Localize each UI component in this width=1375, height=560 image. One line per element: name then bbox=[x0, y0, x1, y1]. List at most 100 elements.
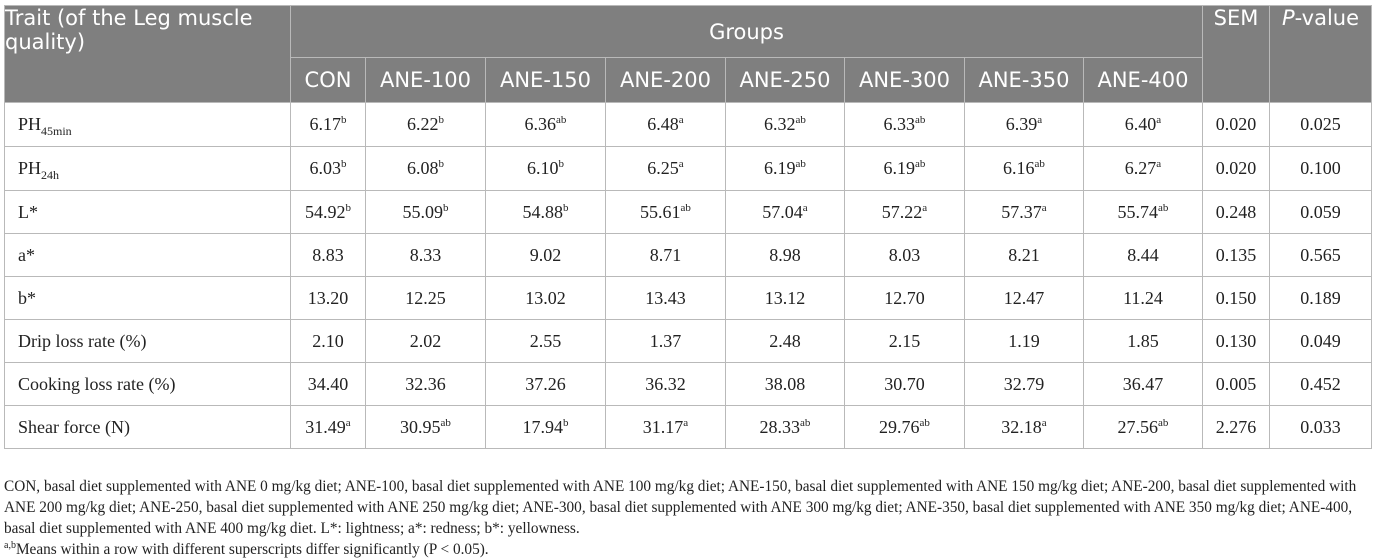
cell-value: 6.36 bbox=[524, 114, 557, 134]
cell-value: 36.32 bbox=[645, 373, 686, 394]
sem-cell: 0.020 bbox=[1202, 102, 1270, 147]
value-cell: 30.95ab bbox=[365, 405, 486, 449]
cell-value: 27.56 bbox=[1117, 416, 1159, 437]
value-cell: 8.21 bbox=[964, 233, 1084, 277]
table-row: PH45min 6.17b 6.22b 6.36ab 6.48a 6.32ab 6.33ab… bbox=[4, 102, 1372, 147]
value-cell: 17.94b bbox=[485, 405, 606, 449]
cell-value: 13.02 bbox=[525, 287, 566, 308]
cell-value: 8.33 bbox=[409, 244, 442, 265]
cell-value: 32.18 bbox=[1001, 416, 1042, 437]
significance-superscript: ab bbox=[919, 416, 930, 429]
superscript-marker: a,b bbox=[4, 540, 16, 551]
value-cell: 12.47 bbox=[964, 276, 1084, 320]
trait-cell: a* bbox=[4, 233, 291, 277]
cell-value: 6.40 bbox=[1124, 114, 1157, 134]
sem-cell: 0.020 bbox=[1202, 146, 1270, 191]
value-cell: 6.08b bbox=[365, 146, 486, 191]
trait-name: Shear force (N) bbox=[18, 416, 130, 437]
p-value-cell: 0.025 bbox=[1269, 102, 1372, 147]
cell-value: 57.37 bbox=[1001, 201, 1042, 222]
cell-value: 8.21 bbox=[1008, 244, 1040, 265]
cell-value: 6.25 bbox=[647, 158, 679, 178]
p-value-cell: 0.049 bbox=[1269, 319, 1372, 363]
value-cell: 54.88b bbox=[485, 190, 606, 234]
value-cell: 2.48 bbox=[725, 319, 845, 363]
value-cell: 2.02 bbox=[365, 319, 486, 363]
value-cell: 6.39a bbox=[964, 102, 1084, 147]
value-cell: 8.44 bbox=[1083, 233, 1203, 277]
value-cell: 8.33 bbox=[365, 233, 486, 277]
cell-value: 55.61 bbox=[640, 201, 681, 222]
cell-value: 12.70 bbox=[884, 287, 925, 308]
value-cell: 36.47 bbox=[1083, 362, 1203, 406]
group-column-header: ANE-350 bbox=[964, 57, 1084, 103]
cell-value: 32.79 bbox=[1003, 373, 1045, 394]
cell-value: 12.47 bbox=[1003, 287, 1045, 308]
data-table: Trait (of the Leg muscle quality) Groups… bbox=[4, 5, 1372, 449]
cell-value: 32.36 bbox=[405, 373, 446, 394]
group-column-header: ANE-400 bbox=[1083, 57, 1203, 103]
cell-value: 2.55 bbox=[529, 330, 562, 351]
p-value-cell: 0.059 bbox=[1269, 190, 1372, 234]
value-cell: 6.19ab bbox=[725, 146, 845, 191]
cell-value: 6.03 bbox=[309, 158, 342, 178]
value-cell: 27.56ab bbox=[1083, 405, 1203, 449]
significance-superscript: ab bbox=[800, 416, 811, 429]
significance-superscript: ab bbox=[1034, 158, 1045, 170]
trait-name: Cooking loss rate (%) bbox=[18, 373, 176, 394]
value-cell: 55.09b bbox=[365, 190, 486, 234]
group-column-header: ANE-150 bbox=[485, 57, 606, 103]
cell-value: 57.22 bbox=[881, 201, 923, 222]
significance-superscript: a bbox=[802, 201, 808, 214]
value-cell: 6.48a bbox=[605, 102, 726, 147]
value-cell: 13.20 bbox=[290, 276, 366, 320]
cell-value: 13.43 bbox=[645, 287, 686, 308]
sem-cell: 0.248 bbox=[1202, 190, 1270, 234]
value-cell: 11.24 bbox=[1083, 276, 1203, 320]
trait-cell: L* bbox=[4, 190, 291, 234]
value-cell: 38.08 bbox=[725, 362, 845, 406]
cell-value: 6.08 bbox=[407, 158, 439, 178]
significance-superscript: a bbox=[683, 416, 689, 429]
groups-header: Groups bbox=[290, 5, 1203, 58]
trait-name: Drip loss rate (%) bbox=[18, 330, 147, 351]
value-cell: 57.04a bbox=[725, 190, 845, 234]
value-cell: 12.25 bbox=[365, 276, 486, 320]
value-cell: 6.03b bbox=[290, 146, 366, 191]
p-value-column-header: P-value bbox=[1269, 5, 1372, 103]
value-cell: 32.79 bbox=[964, 362, 1084, 406]
cell-value: 55.09 bbox=[402, 201, 444, 222]
cell-value: 38.08 bbox=[764, 373, 806, 394]
cell-value: 31.49 bbox=[305, 416, 346, 437]
sem-cell: 0.135 bbox=[1202, 233, 1270, 277]
value-cell: 6.19ab bbox=[844, 146, 965, 191]
group-column-header: ANE-300 bbox=[844, 57, 965, 103]
group-column-header: CON bbox=[290, 57, 366, 103]
significance-superscript: b bbox=[345, 201, 352, 214]
p-value-italic-label: P bbox=[1281, 6, 1295, 30]
value-cell: 6.25a bbox=[605, 146, 726, 191]
value-cell: 6.17b bbox=[290, 102, 366, 147]
table-row: b* 13.20 12.25 13.02 13.43 13.12 12.70 12.47 11.… bbox=[4, 276, 1372, 320]
trait-name: a* bbox=[18, 244, 35, 265]
value-cell: 6.36ab bbox=[485, 102, 606, 147]
value-cell: 55.74ab bbox=[1083, 190, 1203, 234]
value-cell: 31.17a bbox=[605, 405, 726, 449]
sem-cell: 0.150 bbox=[1202, 276, 1270, 320]
p-value-cell: 0.565 bbox=[1269, 233, 1372, 277]
trait-subscript: 45min bbox=[41, 124, 72, 138]
significance-superscript: b bbox=[563, 416, 569, 429]
cell-value: 8.71 bbox=[649, 244, 682, 265]
significance-superscript: a bbox=[1156, 114, 1162, 126]
trait-cell: Shear force (N) bbox=[4, 405, 291, 449]
cell-value: 2.10 bbox=[312, 330, 344, 351]
value-cell: 6.33ab bbox=[844, 102, 965, 147]
value-cell: 29.76ab bbox=[844, 405, 965, 449]
trait-cell: Cooking loss rate (%) bbox=[4, 362, 291, 406]
cell-value: 6.10 bbox=[527, 158, 559, 178]
value-cell: 57.22a bbox=[844, 190, 965, 234]
significance-superscript: ab bbox=[556, 114, 567, 126]
table-row: Cooking loss rate (%) 34.40 32.36 37.26 36.3… bbox=[4, 362, 1372, 406]
p-value-cell: 0.189 bbox=[1269, 276, 1372, 320]
cell-value: 6.19 bbox=[764, 158, 796, 178]
